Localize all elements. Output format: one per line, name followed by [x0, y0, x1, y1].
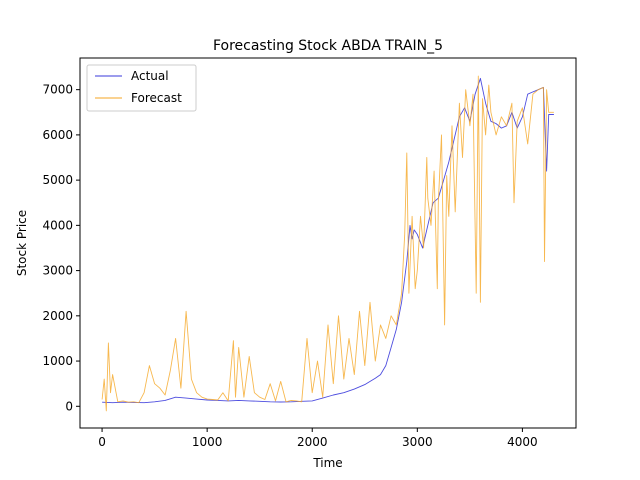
- legend-label-actual: Actual: [131, 69, 169, 83]
- y-tick-label: 7000: [42, 83, 73, 97]
- y-tick-label: 2000: [42, 309, 73, 323]
- y-tick-label: 0: [65, 399, 73, 413]
- legend-label-forecast: Forecast: [131, 91, 182, 105]
- plot-frame: [79, 57, 577, 429]
- x-tick-label: 2000: [297, 435, 328, 449]
- series-line-forecast: [101, 75, 554, 412]
- y-tick-label: 4000: [42, 218, 73, 232]
- y-tick-label: 5000: [42, 173, 73, 187]
- x-tick-label: 3000: [402, 435, 433, 449]
- y-tick-label: 6000: [42, 128, 73, 142]
- plot-lines: [101, 75, 554, 412]
- x-tick-label: 0: [98, 435, 106, 449]
- series-line-actual: [102, 77, 554, 404]
- y-axis-label: Stock Price: [15, 210, 29, 276]
- x-axis-label: Time: [312, 456, 342, 470]
- legend: Actual Forecast: [86, 64, 197, 112]
- x-tick-label: 4000: [507, 435, 538, 449]
- y-tick-label: 1000: [42, 354, 73, 368]
- chart-title: Forecasting Stock ABDA TRAIN_5: [213, 38, 443, 54]
- y-axis: 0 1000 2000 3000 4000 5000 6000 7000: [42, 83, 80, 413]
- x-axis: 0 1000 2000 3000 4000: [98, 428, 538, 449]
- y-tick-label: 3000: [42, 264, 73, 278]
- x-tick-label: 1000: [192, 435, 223, 449]
